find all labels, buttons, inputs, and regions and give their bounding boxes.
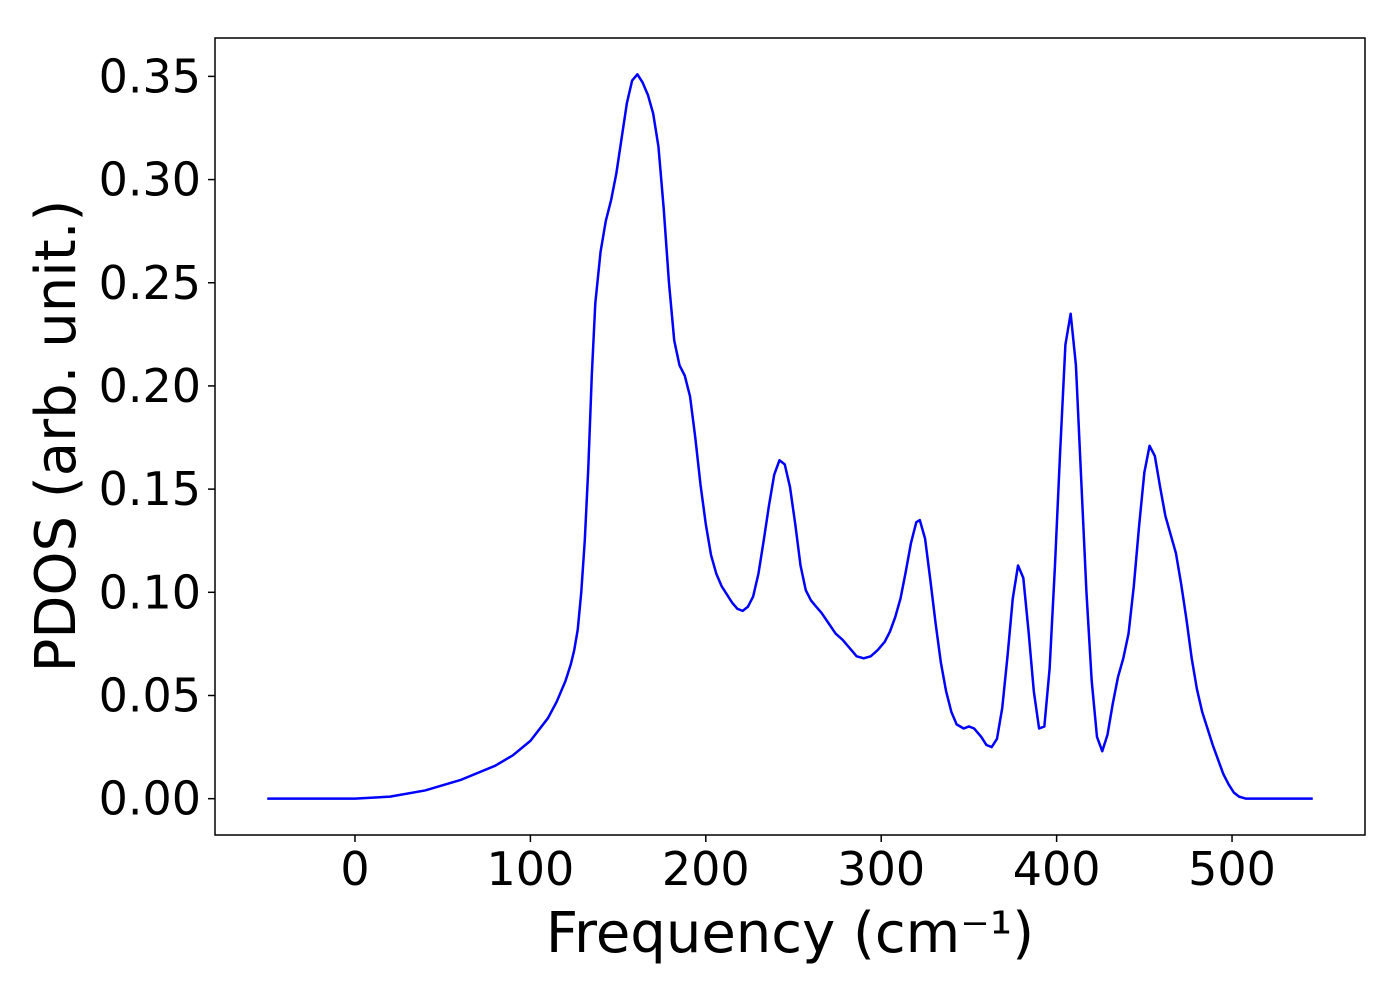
x-tick-label: 100 [486, 842, 574, 896]
y-tick-label: 0.10 [99, 565, 201, 619]
x-axis-label: Frequency (cm⁻¹) [546, 901, 1034, 966]
x-tick-label: 200 [662, 842, 750, 896]
line [267, 73, 1313, 800]
y-tick-label: 0.35 [99, 49, 201, 103]
x-tick-label: 300 [837, 842, 925, 896]
y-tick-label: 0.25 [99, 256, 201, 310]
x-tick-label: 400 [1013, 842, 1101, 896]
x-tick-label: 0 [340, 842, 369, 896]
plot-frame [214, 37, 1366, 836]
y-tick-label: 0.00 [99, 772, 201, 826]
y-axis-label: PDOS (arb. unit.) [24, 200, 89, 673]
y-tick-label: 0.15 [99, 462, 201, 516]
y-tick-label: 0.20 [99, 359, 201, 413]
x-tick-label: 500 [1188, 842, 1276, 896]
y-tick-label: 0.05 [99, 668, 201, 722]
y-tick-label: 0.30 [99, 153, 201, 207]
